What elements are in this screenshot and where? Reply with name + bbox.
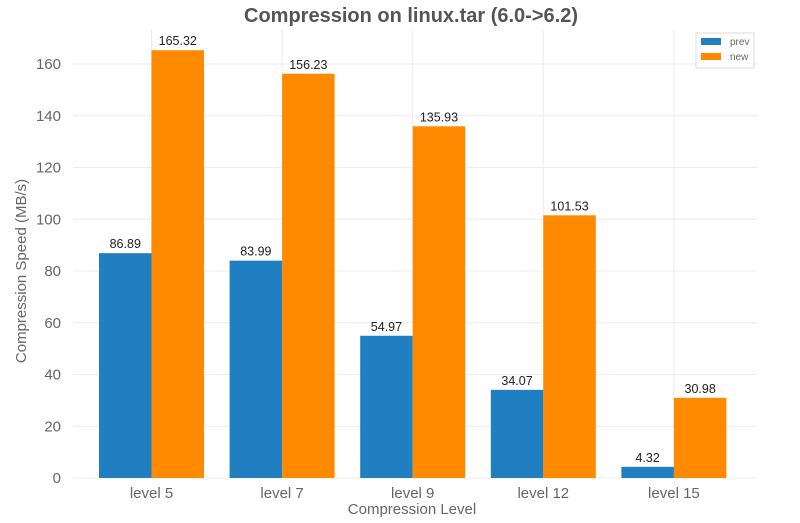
bar-new-level-9 [412, 126, 466, 478]
chart-title: Compression on linux.tar (6.0->6.2) [244, 5, 578, 27]
bar-value-label: 156.23 [289, 58, 327, 72]
bar-value-label: 86.89 [110, 237, 141, 251]
x-tick-label: level 7 [260, 485, 303, 502]
bar-prev-level-15 [621, 466, 674, 478]
y-tick-label: 40 [44, 367, 61, 384]
x-axis-ticks: level 5 level 7 level 9 level 12 level 15 [130, 485, 700, 502]
legend-swatch-prev [701, 38, 721, 45]
y-tick-label: 160 [36, 56, 61, 73]
legend: prev new [695, 32, 755, 69]
bar-value-label: 34.07 [501, 374, 532, 388]
bar-prev-level-5 [99, 253, 152, 478]
bar-new-level-12 [543, 215, 596, 478]
y-axis-ticks: 0 20 40 60 80 100 120 140 160 [36, 56, 61, 487]
y-tick-label: 20 [44, 418, 61, 435]
legend-label-new: new [730, 52, 749, 63]
value-labels: 86.89 83.99 54.97 34.07 4.32 165.32 156.23 135.… [110, 34, 716, 465]
x-tick-label: level 9 [391, 485, 434, 502]
y-tick-label: 140 [36, 108, 61, 125]
bar-value-label: 101.53 [550, 199, 588, 213]
y-axis-label: Compression Speed (MB/s) [13, 179, 30, 363]
y-tick-label: 0 [53, 470, 61, 487]
bar-value-label: 4.32 [635, 451, 659, 465]
y-tick-label: 120 [36, 160, 61, 177]
legend-swatch-new [701, 53, 721, 60]
x-tick-label: level 15 [648, 485, 700, 502]
x-axis-label: Compression Level [348, 501, 476, 518]
bars [99, 50, 727, 479]
x-tick-label: level 12 [517, 485, 569, 502]
legend-label-prev: prev [730, 37, 749, 48]
bar-value-label: 30.98 [685, 382, 716, 396]
bar-value-label: 165.32 [159, 34, 197, 48]
x-tick-label: level 5 [130, 485, 173, 502]
bar-prev-level-7 [229, 260, 283, 478]
y-tick-label: 60 [44, 315, 61, 332]
bar-prev-level-12 [490, 389, 544, 478]
bar-new-level-15 [673, 397, 727, 478]
bar-new-level-5 [151, 50, 204, 479]
y-tick-label: 100 [36, 211, 61, 228]
y-tick-label: 80 [44, 263, 61, 280]
bar-new-level-7 [282, 73, 335, 478]
bar-value-label: 54.97 [371, 320, 402, 334]
bar-prev-level-9 [360, 335, 413, 478]
bar-value-label: 135.93 [420, 110, 458, 124]
bar-value-label: 83.99 [240, 245, 271, 259]
